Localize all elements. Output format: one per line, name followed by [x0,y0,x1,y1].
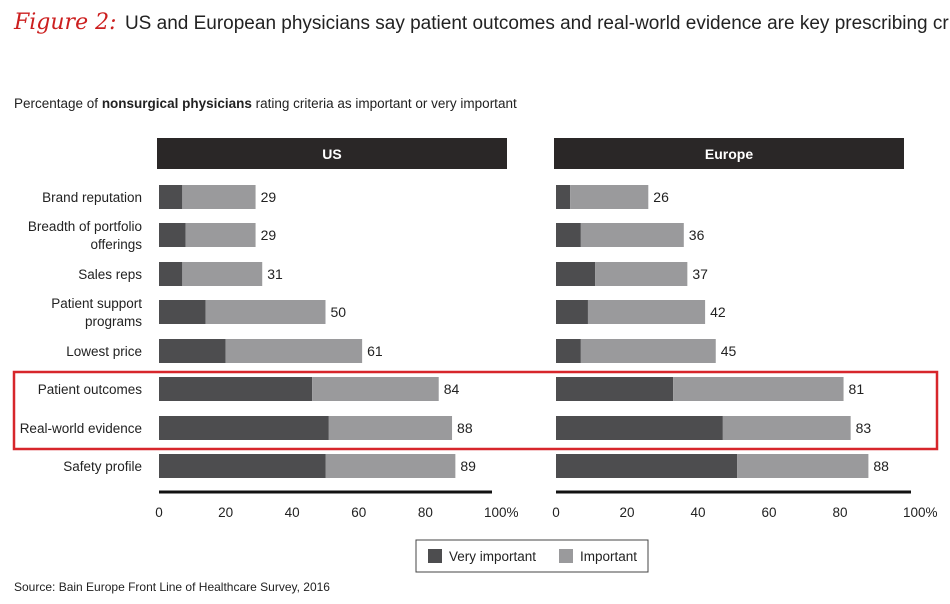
x-tick-label: 80 [832,505,847,520]
bar-important [182,262,263,286]
bar-very-important [556,185,571,209]
subtitle-bold: nonsurgical physicians [101,96,252,111]
highlight-box [12,370,939,451]
bar-important [580,339,716,363]
bar-very-important [556,223,581,247]
category-label: Real-world evidence [20,421,142,436]
category-label: Breadth of portfolio [28,219,142,234]
subtitle-prefix: Percentage of [14,96,102,111]
bar-important [325,454,456,478]
data-label: 29 [261,189,277,205]
data-label: 26 [653,189,669,205]
bar-very-important [159,185,183,209]
bar-very-important [159,300,206,324]
figure-title: Figure 2: US and European physicians say… [14,10,950,35]
x-tick-label: 100% [903,505,938,520]
legend-label: Important [580,549,637,564]
bar-important [182,185,256,209]
panel-header-us [157,138,507,169]
x-tick-label: 40 [690,505,705,520]
category-label: Brand reputation [42,190,142,205]
bar-very-important [159,339,226,363]
x-tick-label: 0 [552,505,560,520]
bar-very-important [556,300,588,324]
category-label: Patient outcomes [38,382,143,397]
panel-title-us: US [322,146,341,162]
bar-important [595,262,688,286]
bar-important [587,300,706,324]
source-note: Source: Bain Europe Front Line of Health… [14,580,330,594]
legend-swatch-very-important [428,549,442,563]
category-label: programs [85,314,142,329]
data-label: 31 [267,266,283,282]
bar-important [328,416,453,440]
data-label: 36 [689,227,705,243]
figure-title-text: US and European physicians say patient o… [124,13,950,34]
bar-important [673,377,844,401]
legend-swatch-important [559,549,573,563]
bar-very-important [556,262,596,286]
x-tick-label: 60 [351,505,366,520]
category-label: Lowest price [66,344,142,359]
category-label: offerings [90,237,142,252]
bar-very-important [556,377,674,401]
bar-very-important [556,454,738,478]
subtitle-suffix: rating criteria as important or very imp… [251,96,517,111]
x-tick-label: 20 [218,505,233,520]
bar-very-important [159,377,313,401]
bar-very-important [159,454,326,478]
bar-important [722,416,851,440]
figure-label: Figure 2: [14,10,117,35]
bar-important [580,223,684,247]
data-label: 42 [710,304,726,320]
x-tick-label: 20 [619,505,634,520]
bar-important [312,377,439,401]
chart-subtitle: Percentage of nonsurgical physicians rat… [14,96,517,111]
data-label: 61 [367,343,383,359]
legend-label: Very important [449,549,536,564]
data-label: 81 [849,381,865,397]
bar-very-important [159,262,183,286]
legend-box [415,539,649,573]
x-tick-label: 100% [484,505,519,520]
panel-title-europe: Europe [705,146,753,162]
bar-very-important [159,223,186,247]
data-label: 29 [261,227,277,243]
data-label: 45 [721,343,737,359]
data-label: 88 [457,420,473,436]
x-tick-label: 0 [155,505,163,520]
data-label: 37 [692,266,708,282]
panel-header-europe [554,138,904,169]
data-label: 50 [331,304,347,320]
bar-very-important [556,339,581,363]
bar-very-important [159,416,329,440]
category-label: Safety profile [63,459,142,474]
bar-important [737,454,869,478]
x-tick-label: 40 [285,505,300,520]
data-label: 89 [460,458,476,474]
bar-important [225,339,363,363]
data-label: 84 [444,381,460,397]
x-tick-label: 80 [418,505,433,520]
x-tick-label: 60 [761,505,776,520]
category-label: Sales reps [78,267,142,282]
category-label: Patient support [51,296,142,311]
bar-important [570,185,649,209]
data-label: 83 [856,420,872,436]
data-label: 88 [873,458,889,474]
bar-important [185,223,256,247]
bar-important [205,300,326,324]
bar-very-important [556,416,723,440]
